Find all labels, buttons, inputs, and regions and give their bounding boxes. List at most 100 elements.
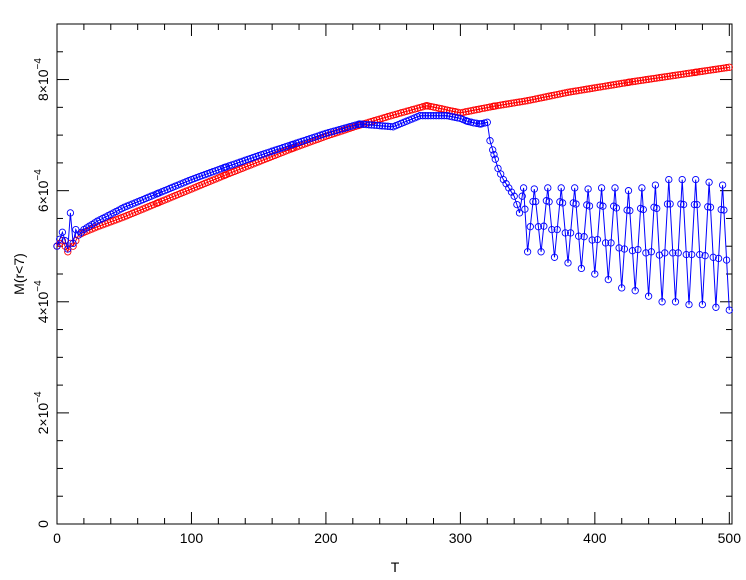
data-point [569, 87, 577, 96]
data-point [550, 91, 559, 99]
data-point [478, 104, 486, 113]
data-point [558, 199, 567, 207]
data-point [77, 228, 85, 236]
data-point [623, 206, 631, 214]
data-point [696, 68, 704, 76]
data-point [437, 112, 446, 120]
data-point [558, 89, 567, 98]
data-point [526, 96, 534, 104]
data-point [472, 119, 481, 127]
series-0 [53, 63, 733, 256]
data-point [523, 97, 532, 105]
data-point [381, 122, 389, 130]
data-point [644, 75, 653, 83]
data-point [618, 79, 626, 88]
y-tick-label: 4×10−4 [33, 280, 51, 323]
data-point [472, 106, 481, 114]
data-point [566, 88, 575, 96]
data-point [464, 107, 473, 115]
data-point [483, 118, 491, 126]
data-point [642, 76, 650, 84]
data-point [419, 112, 427, 120]
data-point [620, 79, 629, 87]
data-point [367, 121, 376, 129]
data-point [597, 184, 606, 192]
data-point [692, 175, 700, 184]
data-point [515, 209, 524, 217]
data-point [564, 259, 572, 267]
data-point [362, 120, 370, 129]
data-point [510, 192, 518, 200]
data-point [604, 275, 612, 284]
series-line [56, 115, 730, 311]
y-tick-exponent: −4 [33, 58, 44, 70]
data-point [583, 85, 591, 93]
data-point [443, 112, 451, 120]
data-point [631, 287, 639, 295]
data-point [497, 101, 505, 109]
data-point [677, 70, 685, 79]
data-point [365, 121, 373, 129]
data-point [548, 92, 556, 100]
data-point [489, 146, 497, 154]
data-point [615, 80, 623, 88]
y-tick-label-group: 4×10−4 [33, 280, 51, 323]
data-point [674, 249, 682, 257]
data-point [494, 101, 502, 110]
data-point [593, 83, 602, 92]
x-tick-label: 100 [180, 530, 204, 546]
data-point [467, 107, 475, 115]
data-point [435, 112, 443, 120]
data-point [486, 103, 494, 111]
data-point [437, 105, 446, 113]
data-point [445, 112, 454, 120]
data-point [557, 184, 565, 192]
data-point [577, 86, 586, 94]
data-point [529, 95, 537, 104]
data-point [480, 104, 489, 112]
data-point [510, 99, 518, 107]
data-point [545, 198, 553, 206]
data-point [666, 200, 674, 208]
data-point [584, 185, 592, 193]
data-point [612, 80, 621, 88]
data-point [470, 106, 478, 114]
data-point [478, 120, 486, 128]
data-point [682, 250, 690, 259]
data-point [698, 300, 707, 309]
data-point [359, 120, 368, 128]
data-point [475, 105, 483, 113]
data-point [671, 71, 680, 79]
data-point [634, 245, 642, 254]
data-point [624, 187, 633, 195]
data-point [333, 126, 341, 135]
data-point [717, 64, 725, 73]
series-layer [53, 63, 733, 314]
tick-labels: 0 100 200 300 400 50002×10−44×10−46×10−48×10−… [33, 58, 741, 546]
data-point [432, 104, 440, 112]
data-point [639, 76, 647, 84]
data-point [448, 113, 456, 121]
data-point [639, 205, 647, 214]
data-point [655, 74, 664, 82]
data-point [712, 65, 720, 73]
data-point [610, 81, 618, 89]
data-point [666, 72, 674, 80]
data-point [491, 102, 499, 110]
data-point [628, 247, 637, 255]
data-point [607, 239, 615, 247]
data-point [620, 245, 629, 253]
data-point [556, 90, 564, 98]
data-point [580, 86, 588, 94]
data-point [693, 68, 701, 76]
data-point [718, 181, 727, 189]
data-point [725, 63, 733, 71]
data-point [451, 113, 459, 121]
data-point [701, 252, 709, 260]
data-point [696, 250, 704, 259]
data-point [669, 249, 677, 257]
plot-frame [56, 23, 733, 525]
y-tick-label-group: 0 [35, 520, 51, 528]
data-point [722, 256, 731, 264]
series-1 [53, 112, 733, 314]
